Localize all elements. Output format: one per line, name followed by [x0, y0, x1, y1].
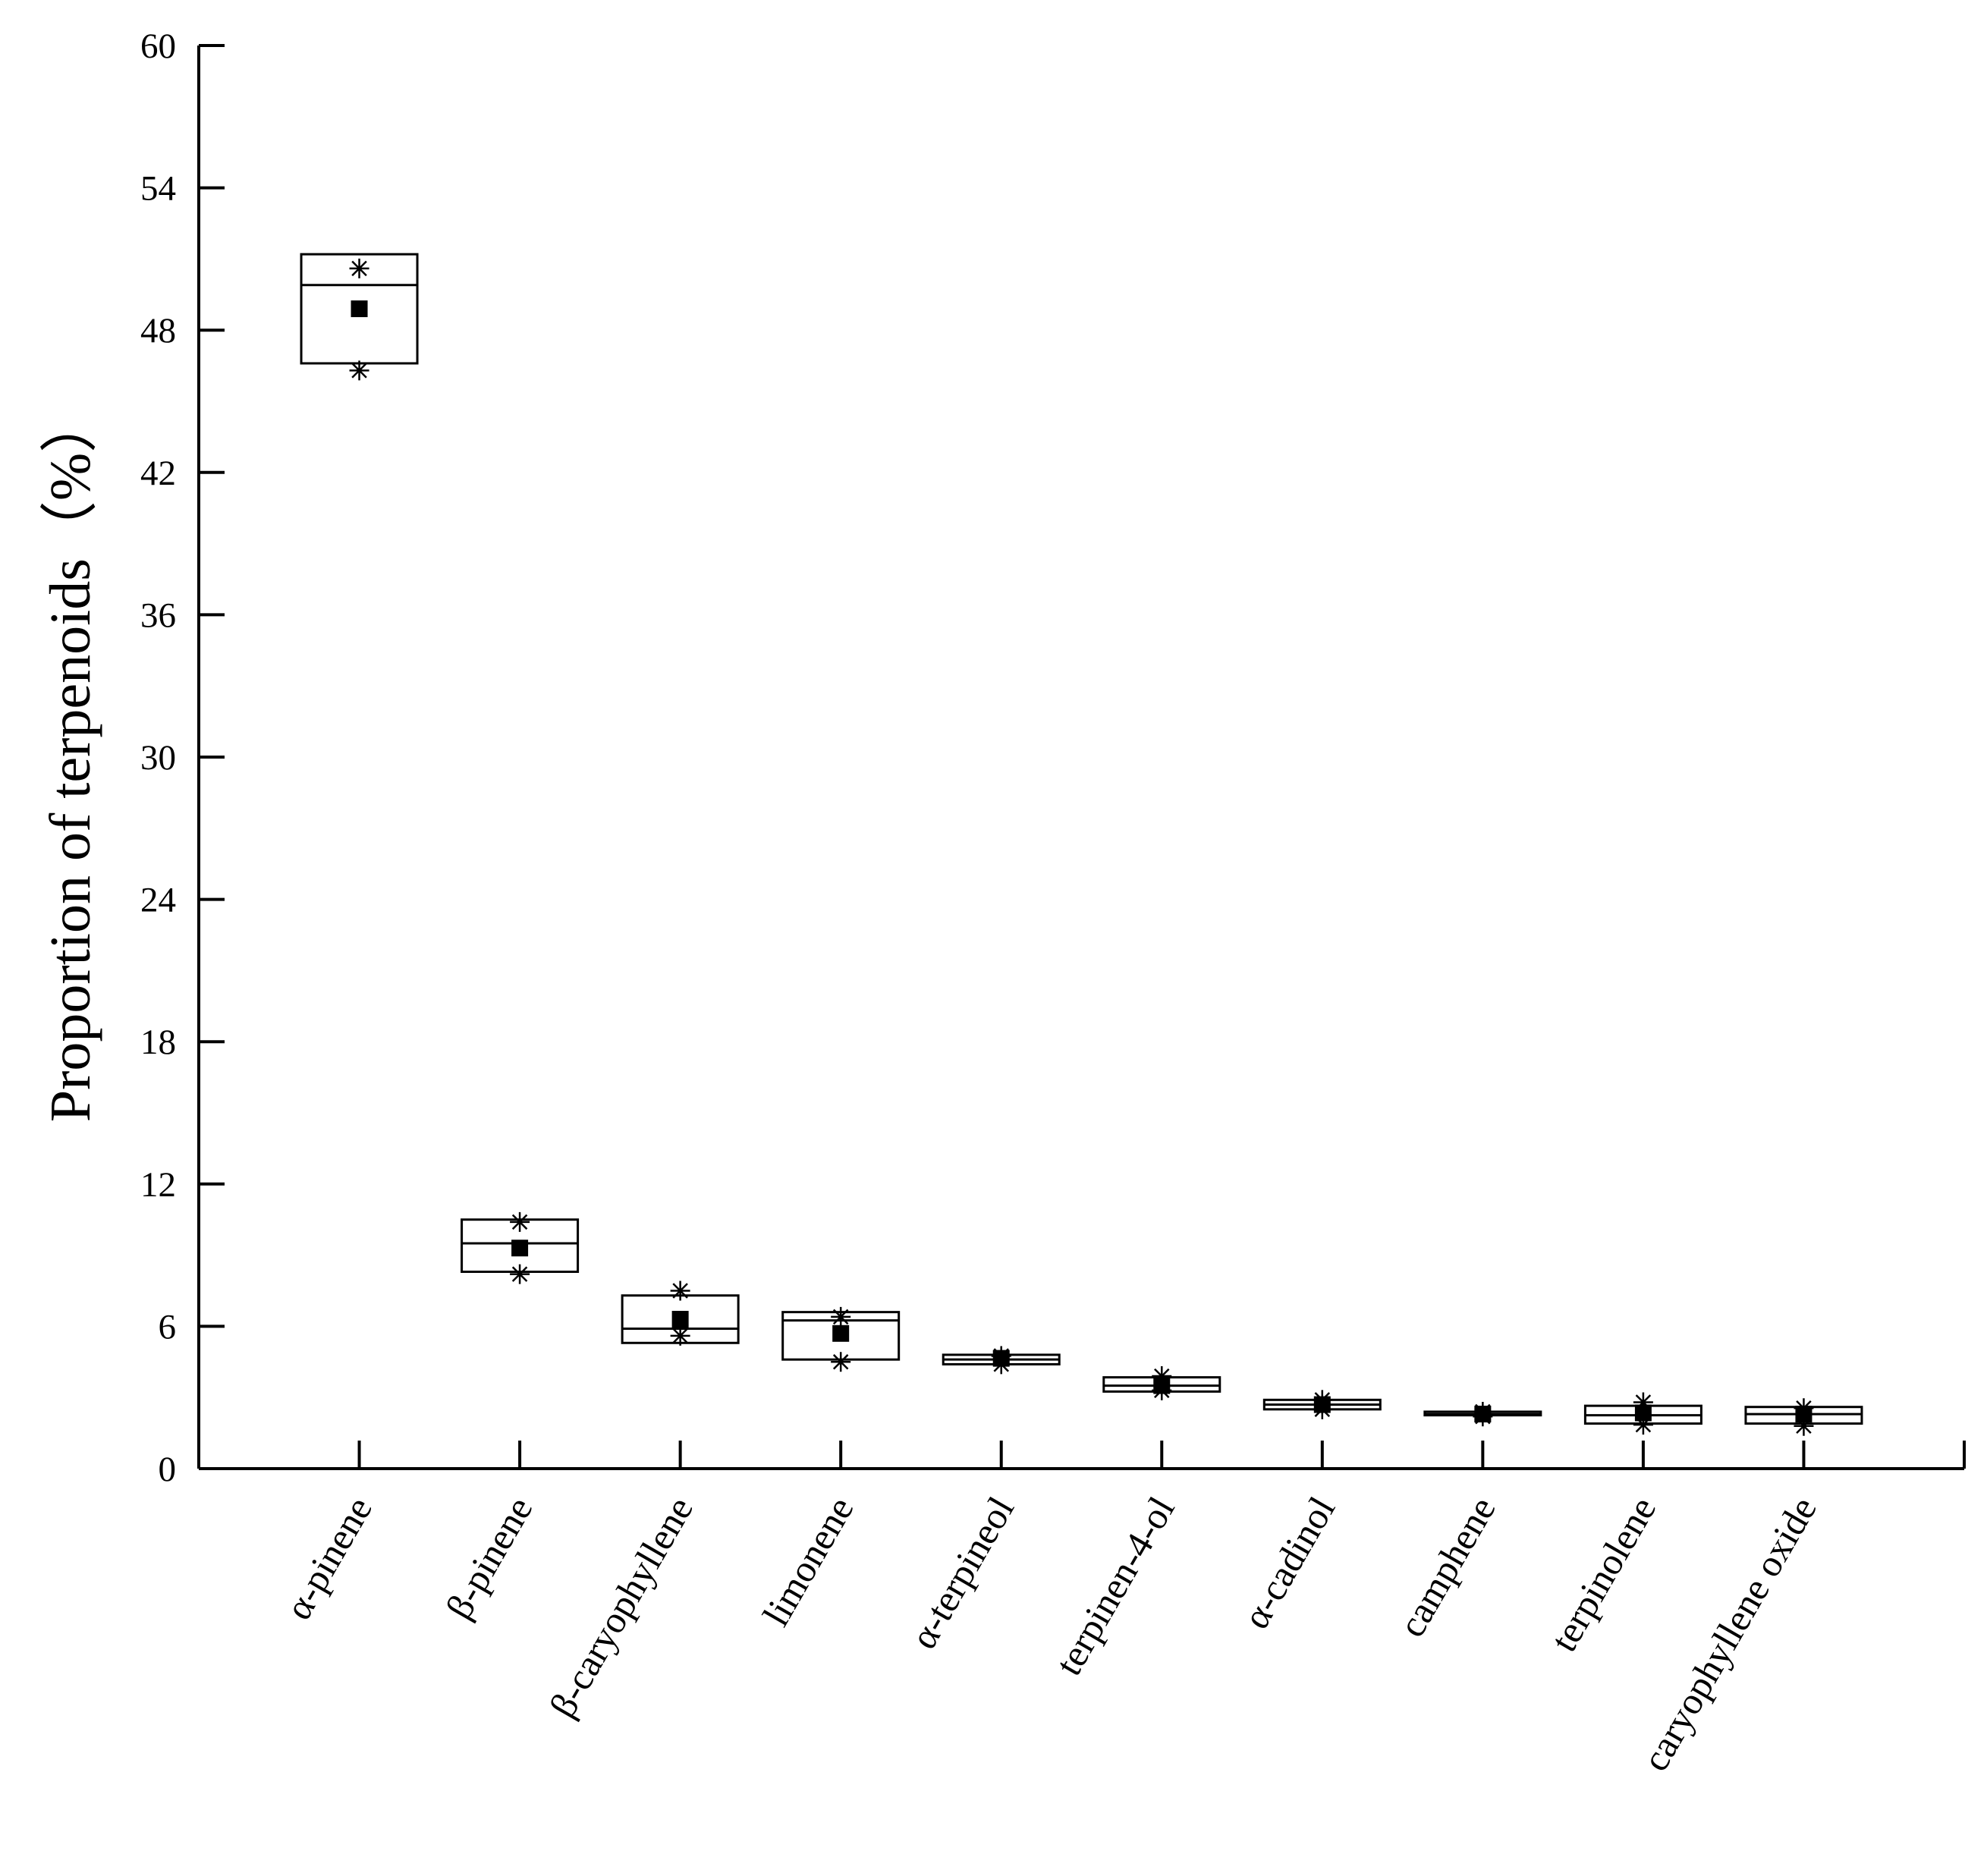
- mean-marker: [1634, 1404, 1652, 1422]
- mean-marker: [1795, 1406, 1813, 1423]
- mean-marker: [351, 300, 368, 318]
- y-tick-label: 0: [159, 1450, 177, 1489]
- x-tick-label: α-terpineol: [901, 1490, 1022, 1656]
- outlier-star: [831, 1352, 851, 1372]
- outlier-star: [1633, 1415, 1653, 1435]
- mean-marker: [511, 1240, 529, 1257]
- y-tick-label: 48: [140, 311, 176, 350]
- y-tick-label: 60: [140, 27, 176, 66]
- x-tick-label: β-caryophyllene: [541, 1490, 701, 1725]
- outlier-star: [670, 1281, 690, 1301]
- x-tick-label: terpinolene: [1542, 1490, 1664, 1659]
- y-tick-label: 6: [159, 1307, 177, 1347]
- mean-marker: [671, 1311, 689, 1328]
- mean-marker: [1313, 1396, 1331, 1413]
- y-tick-label: 24: [140, 881, 176, 920]
- mean-marker: [832, 1325, 850, 1342]
- outlier-star: [1794, 1416, 1814, 1436]
- outlier-star: [510, 1264, 530, 1284]
- outlier-star: [670, 1325, 690, 1346]
- mean-marker: [1153, 1377, 1171, 1394]
- x-tick-label: terpinen-4-ol: [1047, 1490, 1183, 1683]
- x-tick-label: α-cadinol: [1234, 1490, 1344, 1636]
- x-tick-label: β-pinene: [437, 1490, 540, 1626]
- outlier-star: [1633, 1392, 1653, 1412]
- outlier-star: [831, 1306, 851, 1327]
- y-tick-label: 54: [140, 169, 176, 209]
- y-tick-label: 30: [140, 738, 176, 778]
- y-tick-label: 42: [140, 454, 176, 493]
- outlier-star: [510, 1211, 530, 1232]
- outlier-star: [349, 258, 369, 278]
- y-tick-label: 12: [140, 1165, 176, 1205]
- y-tick-label: 18: [140, 1023, 176, 1062]
- x-tick-label: α-pinene: [277, 1490, 381, 1627]
- mean-marker: [992, 1350, 1010, 1367]
- outlier-star: [1152, 1366, 1172, 1387]
- x-tick-label: camphene: [1390, 1490, 1504, 1645]
- x-tick-label: limonene: [754, 1490, 862, 1633]
- mean-marker: [1474, 1406, 1492, 1423]
- y-tick-label: 36: [140, 595, 176, 635]
- x-tick-label: caryophyllene oxide: [1633, 1490, 1825, 1778]
- y-axis-label: Proportion of terpenoids（%）: [39, 395, 102, 1122]
- outlier-star: [349, 360, 369, 381]
